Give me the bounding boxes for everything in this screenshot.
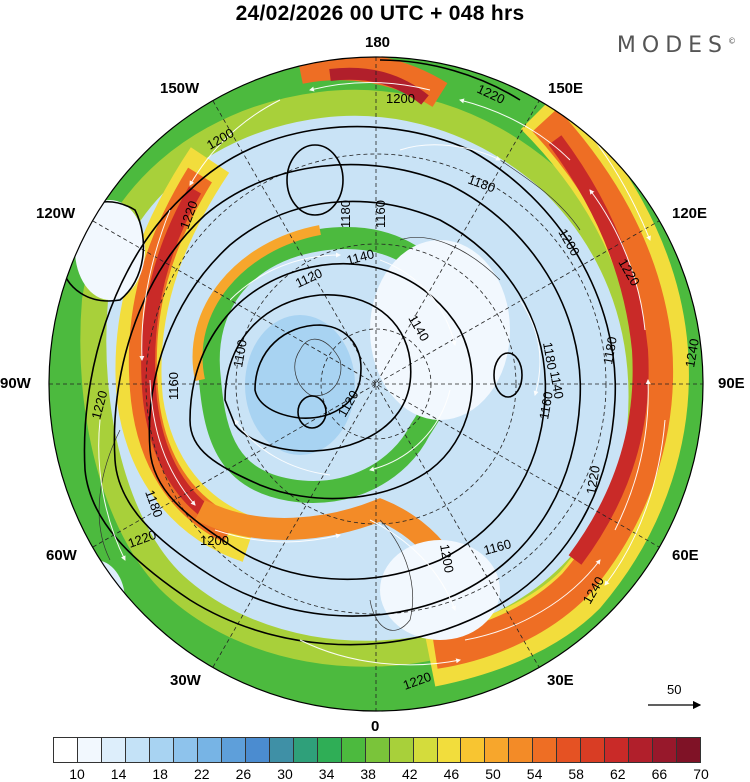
- lon-label-120w: 120W: [36, 205, 76, 222]
- contour-label: 1160: [373, 200, 388, 228]
- wind-speed-field: [49, 57, 703, 711]
- contour-label: 1200: [437, 543, 457, 574]
- colorbar-swatch: [101, 737, 126, 763]
- colorbar-swatch: [53, 737, 78, 763]
- lon-label-150e: 150E: [548, 80, 584, 97]
- lon-label-60w: 60W: [46, 547, 77, 564]
- contour-label: 1220: [88, 389, 110, 421]
- colorbar-tick-label: 26: [235, 766, 252, 782]
- colorbar-swatch: [245, 737, 270, 763]
- colorbar-tick-label: 30: [277, 766, 293, 782]
- colorbar-swatch: [677, 737, 702, 763]
- colorbar-swatch: [629, 737, 654, 763]
- lon-label-90e: 90E: [718, 375, 745, 392]
- colorbar-swatch: [413, 737, 438, 763]
- colorbar-tick-label: 54: [526, 766, 543, 782]
- contour-label: 1180: [600, 335, 620, 365]
- lon-label-180: 180: [365, 34, 391, 51]
- colorbar-swatch: [365, 737, 390, 763]
- contour-label: 1160: [166, 372, 181, 400]
- colorbar-swatch: [509, 737, 534, 763]
- colorbar-swatch: [485, 737, 510, 763]
- colorbar-swatch: [437, 737, 462, 763]
- contour-label: 1180: [338, 200, 353, 228]
- vector-legend-label: 50: [667, 682, 682, 697]
- colorbar-swatch: [197, 737, 222, 763]
- colorbar-tick-label: 70: [693, 766, 709, 782]
- contour-label: 1240: [682, 337, 702, 368]
- colorbar-swatch: [581, 737, 606, 763]
- contour-labels: 1200 1220 1180 1160 1140 1120 1100 1120 …: [88, 81, 702, 693]
- colorbar-tick-label: 34: [318, 766, 335, 782]
- lon-label-0: 0: [371, 718, 380, 735]
- colorbar-swatch: [341, 737, 366, 763]
- colorbar-tick-label: 38: [360, 766, 376, 782]
- colorbar-swatch: [269, 737, 294, 763]
- lon-label-60e: 60E: [672, 547, 699, 564]
- colorbar: [53, 737, 702, 763]
- lon-label-150w: 150W: [160, 80, 200, 97]
- contour-label: 1220: [583, 464, 603, 495]
- colorbar-swatch: [293, 737, 318, 763]
- colorbar-tick-label: 18: [152, 766, 168, 782]
- colorbar-tick-label: 50: [485, 766, 501, 782]
- colorbar-swatch: [653, 737, 678, 763]
- brand-logo: MODES©: [616, 33, 736, 58]
- lon-label-90w: 90W: [0, 375, 31, 392]
- colorbar-tick-label: 66: [651, 766, 668, 782]
- map-title: 24/02/2026 00 UTC + 048 hrs: [235, 2, 525, 25]
- colorbar-swatch: [605, 737, 630, 763]
- colorbar-tick-label: 62: [610, 766, 626, 782]
- contour-label: 1160: [536, 390, 556, 420]
- contour-label: 1160: [482, 536, 513, 558]
- colorbar-tick-label: 22: [194, 766, 210, 782]
- contour-label: 1100: [230, 338, 250, 368]
- colorbar-tick-label: 10: [69, 766, 85, 782]
- colorbar-swatch: [125, 737, 150, 763]
- contour-label: 1200: [386, 91, 415, 106]
- colorbar-swatch: [461, 737, 486, 763]
- colorbar-swatch: [173, 737, 198, 763]
- colorbar-swatch: [149, 737, 174, 763]
- contour-label: 1140: [345, 246, 376, 268]
- colorbar-swatch: [317, 737, 342, 763]
- colorbar-swatch: [77, 737, 102, 763]
- colorbar-ticks: 10 14 18 22 26 30 34 38 42 46 50 54 58 62 66 70: [53, 764, 709, 782]
- lon-label-30e: 30E: [547, 672, 574, 689]
- contour-label: 1140: [547, 370, 567, 400]
- colorbar-swatch: [389, 737, 414, 763]
- colorbar-swatch: [221, 737, 246, 763]
- colorbar-tick-label: 42: [402, 766, 418, 782]
- colorbar-tick-label: 46: [443, 766, 460, 782]
- lon-label-30w: 30W: [170, 672, 201, 689]
- map-border: [48, 56, 704, 712]
- contour-label: 1200: [200, 533, 229, 548]
- colorbar-tick-label: 14: [110, 766, 127, 782]
- colorbar-tick-label: 58: [568, 766, 584, 782]
- contour-label: 1180: [540, 341, 560, 371]
- colorbar-swatch: [557, 737, 582, 763]
- colorbar-swatch: [533, 737, 558, 763]
- lon-label-120e: 120E: [672, 205, 708, 222]
